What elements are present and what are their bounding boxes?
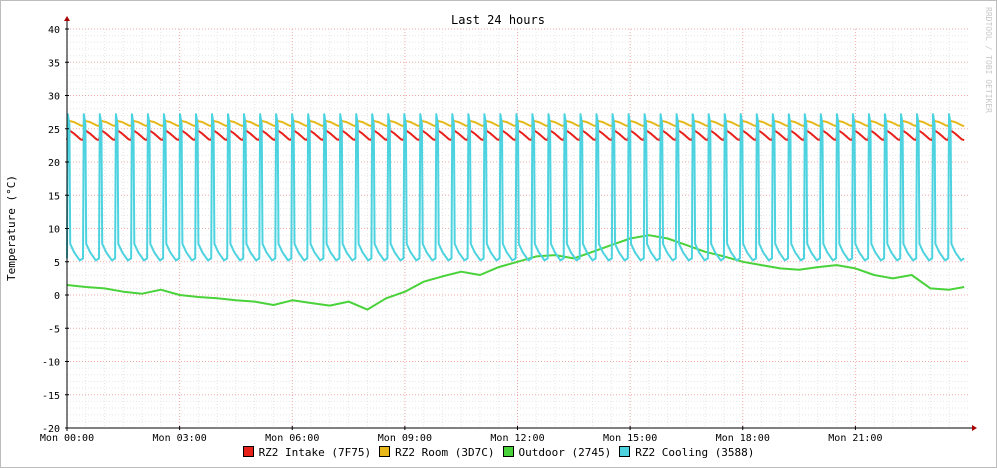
x-tick-label: Mon 21:00: [828, 433, 882, 444]
legend-swatch: [619, 446, 631, 457]
y-tick-label: -5: [48, 324, 60, 335]
y-tick-label: 0: [54, 291, 60, 302]
series-layer: [66, 113, 965, 311]
legend-item: RZ2 Cooling (3588): [619, 446, 754, 459]
x-axis-arrow: [972, 425, 977, 431]
legend-item: RZ2 Intake (7F75): [242, 446, 372, 459]
legend-label: RZ2 Room (3D7C): [395, 446, 495, 459]
y-tick-label: 25: [48, 125, 60, 136]
legend-item: RZ2 Room (3D7C): [379, 446, 495, 459]
y-tick-label: -20: [42, 424, 60, 435]
x-tick-label: Mon 15:00: [603, 433, 657, 444]
legend-label: RZ2 Intake (7F75): [258, 446, 372, 459]
y-tick-label: -15: [42, 391, 60, 402]
x-tick-labels: Mon 00:00 Mon 03:00 Mon 06:00 Mon 09:00 Mon …: [40, 433, 883, 444]
axes: [64, 16, 977, 431]
legend-label: Outdoor (2745): [518, 446, 612, 459]
grid: [66, 28, 968, 429]
series-line-rz2-cooling-3588: [66, 113, 965, 262]
x-tick-label: Mon 03:00: [153, 433, 207, 444]
legend-item: Outdoor (2745): [502, 446, 612, 459]
legend-swatch: [502, 446, 514, 457]
y-tick-label: 15: [48, 191, 60, 202]
y-tick-label: 5: [54, 258, 60, 269]
y-tick-labels: 40 35 30 25 20 15 10 5 0 -5 -10 -15 -20: [42, 25, 60, 435]
x-tick-label: Mon 09:00: [378, 433, 432, 444]
y-tick-label: 35: [48, 58, 60, 69]
y-tick-label: 20: [48, 158, 60, 169]
legend-swatch: [379, 446, 391, 457]
legend-label: RZ2 Cooling (3588): [635, 446, 755, 459]
x-tick-label: Mon 18:00: [716, 433, 770, 444]
y-tick-label: 10: [48, 225, 60, 236]
y-axis-label: Temperature (°C): [5, 175, 18, 281]
y-tick-label: 30: [48, 92, 60, 103]
legend: RZ2 Intake (7F75) RZ2 Room (3D7C) Outdoor …: [0, 446, 997, 459]
y-tick-label: 40: [48, 25, 60, 36]
y-tick-label: -10: [42, 358, 60, 369]
x-tick-label: Mon 12:00: [490, 433, 544, 444]
chart-title: Last 24 hours: [451, 13, 545, 27]
series-line-outdoor-2745: [66, 234, 965, 311]
x-tick-label: Mon 06:00: [265, 433, 319, 444]
rrdtool-watermark: RRDTOOL / TOBI OETIKER: [984, 7, 993, 113]
legend-swatch: [242, 446, 254, 457]
x-tick-label: Mon 00:00: [40, 433, 94, 444]
y-axis-arrow: [64, 16, 70, 21]
